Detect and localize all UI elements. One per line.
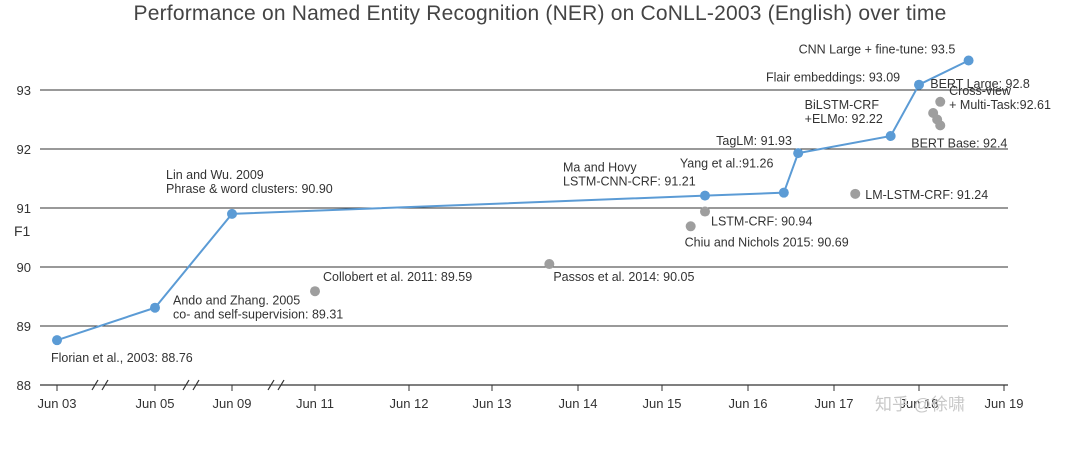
- axis-break-mark: [192, 379, 200, 391]
- other-point: [935, 96, 946, 107]
- x-tick-label: Jun 05: [135, 396, 174, 411]
- y-tick-label: 89: [17, 319, 31, 334]
- y-axis-label: F1: [14, 223, 31, 239]
- point-annotation: + Multi-Task:92.61: [949, 98, 1051, 112]
- x-tick-label: Jun 15: [642, 396, 681, 411]
- x-tick-label: Jun 18: [899, 396, 938, 411]
- watermark: 知乎 @徐啸: [875, 395, 965, 414]
- sota-point: [227, 208, 237, 219]
- point-annotation: LSTM-CNN-CRF: 91.21: [563, 175, 696, 189]
- point-annotation: BERT Base: 92.4: [911, 136, 1007, 150]
- x-tick-label: Jun 03: [37, 396, 76, 411]
- sota-point: [793, 148, 804, 159]
- other-point: [310, 286, 320, 297]
- x-tick-label: Jun 19: [984, 396, 1023, 411]
- point-layer: [52, 55, 974, 346]
- other-point: [932, 114, 943, 125]
- point-annotation: LSTM-CRF: 90.94: [711, 215, 812, 229]
- sota-point: [52, 335, 62, 346]
- point-annotation: co- and self-supervision: 89.31: [173, 308, 343, 322]
- sota-point: [778, 187, 789, 198]
- x-tick-label: Jun 14: [558, 396, 597, 411]
- sota-point: [885, 131, 896, 142]
- point-annotation: Lin and Wu. 2009: [166, 168, 264, 182]
- point-annotation: LM-LSTM-CRF: 91.24: [865, 188, 988, 202]
- point-annotation: Yang et al.:91.26: [680, 157, 774, 171]
- axis-break-mark: [101, 379, 109, 391]
- point-annotation: Ando and Zhang. 2005: [173, 294, 300, 308]
- other-point: [685, 221, 696, 232]
- point-annotation: CNN Large + fine-tune: 93.5: [799, 43, 956, 57]
- point-annotation: Passos et al. 2014: 90.05: [553, 270, 694, 284]
- axis-break-mark: [182, 379, 190, 391]
- point-annotation: Flair embeddings: 93.09: [766, 71, 900, 85]
- other-point: [850, 188, 861, 199]
- point-annotation: BiLSTM-CRF: [805, 98, 880, 112]
- x-tick-label: Jun 11: [296, 396, 334, 411]
- y-tick-label: 91: [17, 201, 31, 216]
- other-point: [544, 259, 555, 270]
- y-tick-label: 92: [17, 142, 31, 157]
- grid-layer: 88 89 90 91 92 93: [17, 83, 1008, 393]
- axis-break-mark: [267, 379, 275, 391]
- axis-break-mark: [91, 379, 99, 391]
- axis-break-mark: [277, 379, 285, 391]
- sota-point: [700, 190, 710, 201]
- point-annotation: Cross-view: [949, 84, 1012, 98]
- point-annotation: BERT Large: 92.8: [930, 77, 1030, 91]
- sota-point: [963, 55, 974, 66]
- point-annotation: +ELMo: 92.22: [805, 112, 883, 126]
- point-annotation: Collobert et al. 2011: 89.59: [323, 270, 472, 284]
- point-annotation: Florian et al., 2003: 88.76: [51, 351, 193, 365]
- sota-point: [150, 302, 160, 313]
- point-annotation: Chiu and Nichols 2015: 90.69: [685, 235, 849, 249]
- x-tick-label: Jun 09: [212, 396, 251, 411]
- point-annotation: Ma and Hovy: [563, 161, 637, 175]
- x-tick-label: Jun 17: [814, 396, 853, 411]
- chart-title: Performance on Named Entity Recognition …: [133, 2, 947, 25]
- point-annotation: Phrase & word clusters: 90.90: [166, 182, 333, 196]
- point-annotation: TagLM: 91.93: [716, 134, 792, 148]
- annotation-layer: Florian et al., 2003: 88.76 Ando and Zhan…: [51, 43, 1051, 366]
- x-tick-label: Jun 16: [728, 396, 767, 411]
- y-tick-label: 88: [17, 378, 31, 393]
- x-tick-label: Jun 12: [389, 396, 428, 411]
- x-axis: Jun 03 Jun 05 Jun 09 Jun 11 Jun 12 Jun 13 Jun …: [37, 379, 1024, 411]
- other-point: [700, 206, 710, 217]
- x-tick-label: Jun 13: [472, 396, 511, 411]
- sota-point: [914, 79, 924, 90]
- y-tick-label: 93: [17, 83, 31, 98]
- y-tick-label: 90: [17, 260, 31, 275]
